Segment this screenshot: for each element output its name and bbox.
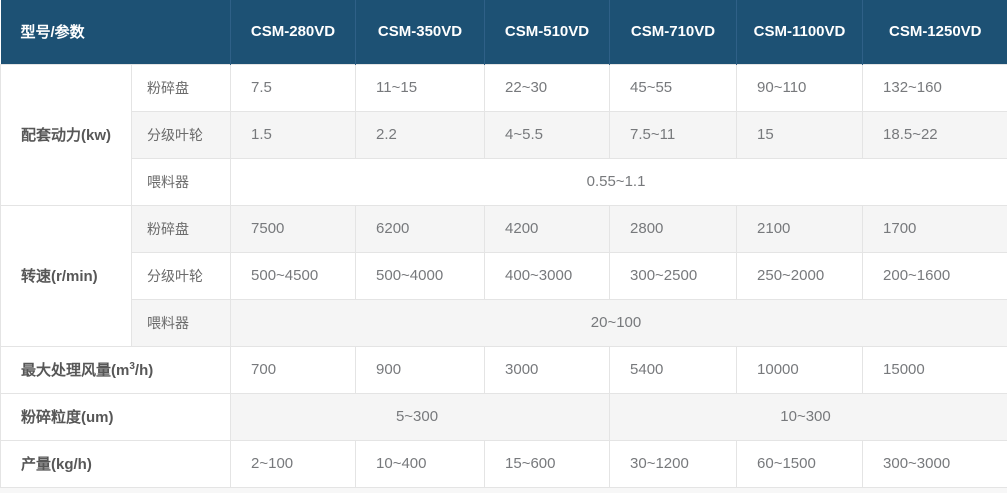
table-row: 分级叶轮 1.5 2.2 4~5.5 7.5~11 15 18.5~22 [1, 110, 1007, 159]
value-cell: 1700 [862, 204, 1007, 253]
value-cell: 45~55 [609, 63, 738, 112]
column-header-model-4: CSM-710VD [609, 0, 738, 64]
value-cell: 4~5.5 [484, 110, 611, 159]
label-part: /h) [134, 362, 154, 379]
column-header-params: 型号/参数 [0, 0, 232, 64]
value-cell: 250~2000 [736, 251, 864, 300]
column-header-model-1: CSM-280VD [230, 0, 357, 64]
value-cell: 2~100 [230, 439, 357, 488]
label-part: 最大处理风量(m [21, 362, 130, 379]
value-cell-merged: 0.55~1.1 [230, 157, 1007, 206]
value-cell: 500~4500 [230, 251, 357, 300]
table-row: 配套动力(kw) 粉碎盘 7.5 11~15 22~30 45~55 90~11… [0, 63, 1007, 206]
value-cell: 5400 [609, 345, 738, 394]
value-cell: 15000 [862, 345, 1007, 394]
row-category-speed: 转速(r/min) [0, 204, 132, 347]
value-cell: 500~4000 [355, 251, 486, 300]
value-cell: 2100 [736, 204, 864, 253]
table-row: 最大处理风量(m3/h) 700 900 3000 5400 10000 150… [0, 345, 1007, 394]
value-cell: 11~15 [355, 63, 486, 112]
value-cell: 700 [230, 345, 357, 394]
value-cell: 200~1600 [862, 251, 1007, 300]
table-row: 喂料器 20~100 [1, 298, 1007, 347]
value-cell: 60~1500 [736, 439, 864, 488]
value-cell: 90~110 [736, 63, 864, 112]
header-row: 型号/参数 CSM-280VD CSM-350VD CSM-510VD CSM-… [0, 0, 1007, 64]
row-category-power: 配套动力(kw) [0, 63, 132, 206]
row-label-output: 产量(kg/h) [0, 439, 232, 488]
value-cell: 6200 [355, 204, 486, 253]
value-cell-merged: 10~300 [609, 392, 1007, 441]
row-sub-label: 分级叶轮 [130, 251, 232, 300]
column-header-model-2: CSM-350VD [355, 0, 486, 64]
value-cell: 900 [355, 345, 486, 394]
value-cell-merged: 20~100 [230, 298, 1007, 347]
row-sub-label: 粉碎盘 [130, 63, 232, 112]
column-header-model-6: CSM-1250VD [862, 0, 1007, 64]
value-cell: 400~3000 [484, 251, 611, 300]
row-sub-label: 分级叶轮 [130, 110, 232, 159]
column-header-model-3: CSM-510VD [484, 0, 611, 64]
value-cell: 15~600 [484, 439, 611, 488]
table-row: 转速(r/min) 粉碎盘 7500 6200 4200 2800 2100 1… [0, 204, 1007, 347]
value-cell: 7.5 [230, 63, 357, 112]
value-cell: 10000 [736, 345, 864, 394]
value-cell-merged: 5~300 [230, 392, 611, 441]
value-cell: 2.2 [355, 110, 486, 159]
row-label-airflow: 最大处理风量(m3/h) [0, 345, 232, 394]
value-cell: 10~400 [355, 439, 486, 488]
row-sub-label: 喂料器 [130, 298, 232, 347]
value-cell: 7500 [230, 204, 357, 253]
value-cell: 15 [736, 110, 864, 159]
table-row: 产量(kg/h) 2~100 10~400 15~600 30~1200 60~… [0, 439, 1007, 488]
value-cell: 2800 [609, 204, 738, 253]
column-header-model-5: CSM-1100VD [736, 0, 864, 64]
value-cell: 7.5~11 [609, 110, 738, 159]
row-sub-label: 粉碎盘 [130, 204, 232, 253]
value-cell: 300~3000 [862, 439, 1007, 488]
value-cell: 300~2500 [609, 251, 738, 300]
value-cell: 30~1200 [609, 439, 738, 488]
row-sub-label: 喂料器 [130, 157, 232, 206]
value-cell: 18.5~22 [862, 110, 1007, 159]
value-cell: 132~160 [862, 63, 1007, 112]
row-label-particle-size: 粉碎粒度(um) [0, 392, 232, 441]
table-row: 粉碎粒度(um) 5~300 10~300 [0, 392, 1007, 441]
table-row: 喂料器 0.55~1.1 [1, 157, 1007, 206]
value-cell: 1.5 [230, 110, 357, 159]
label-superscript: 3 [129, 361, 135, 372]
value-cell: 4200 [484, 204, 611, 253]
value-cell: 3000 [484, 345, 611, 394]
value-cell: 22~30 [484, 63, 611, 112]
table-row: 分级叶轮 500~4500 500~4000 400~3000 300~2500… [1, 251, 1007, 300]
